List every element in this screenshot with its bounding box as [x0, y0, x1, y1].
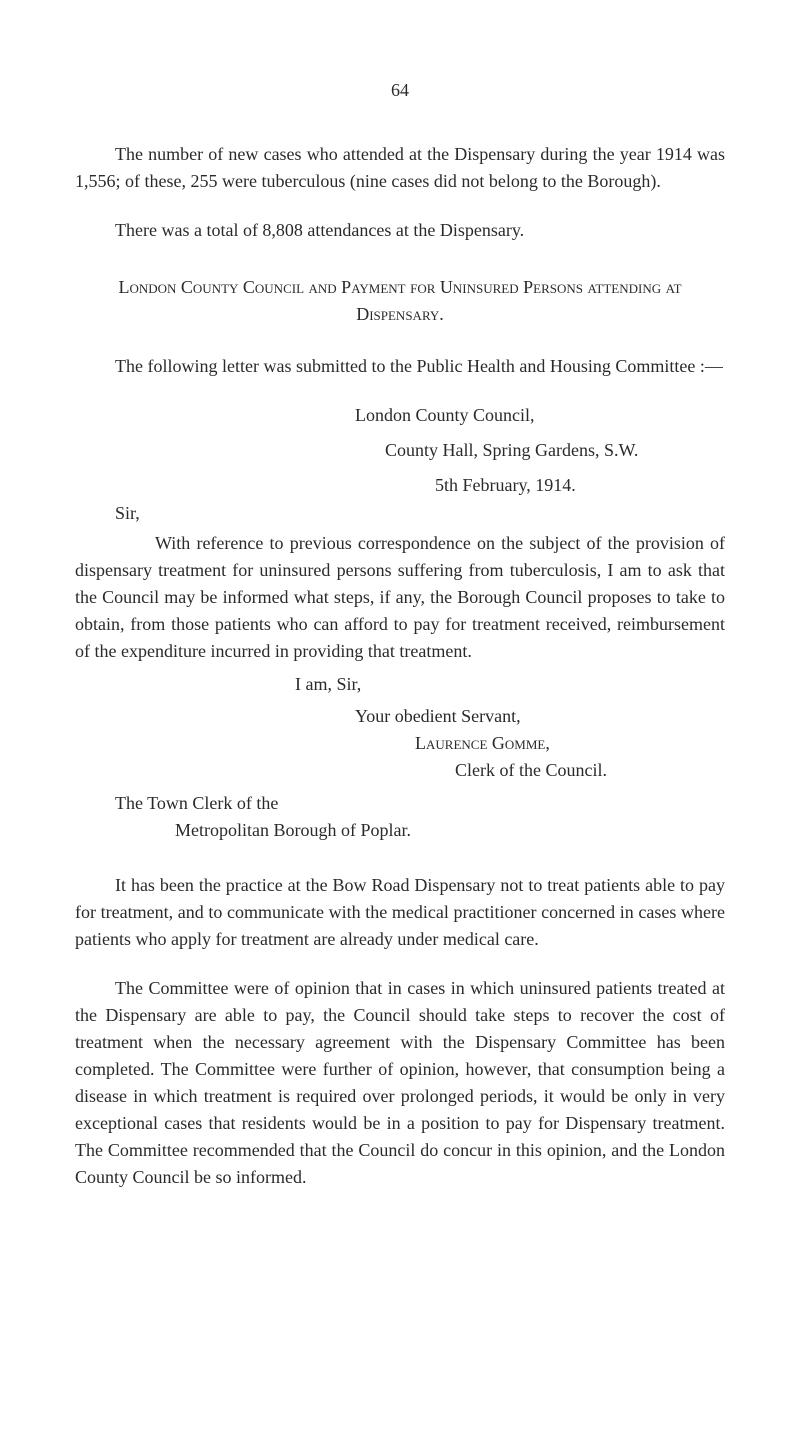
letter-closing-name: Laurence Gomme,	[415, 730, 725, 757]
paragraph-3: The following letter was submitted to th…	[75, 353, 725, 380]
letter-salutation: Sir,	[115, 503, 725, 524]
letter-recipient: The Town Clerk of the Metropolitan Borou…	[75, 790, 725, 844]
paragraph-4: It has been the practice at the Bow Road…	[75, 872, 725, 953]
recipient-line2: Metropolitan Borough of Poplar.	[175, 817, 725, 844]
paragraph-5: The Committee were of opinion that in ca…	[75, 975, 725, 1191]
recipient-line1: The Town Clerk of the	[115, 790, 725, 817]
letter-address-line2: County Hall, Spring Gardens, S.W.	[385, 437, 725, 464]
letter-address-line1: London County Council,	[355, 402, 725, 429]
letter-closing-iam: I am, Sir,	[295, 671, 725, 698]
section-heading: London County Council and Payment for Un…	[75, 274, 725, 328]
paragraph-2: There was a total of 8,808 attendances a…	[75, 217, 725, 244]
page-number: 64	[75, 80, 725, 101]
letter-address-line3: 5th February, 1914.	[435, 472, 725, 499]
letter-closing-your: Your obedient Servant,	[355, 703, 725, 730]
letter-closing-title: Clerk of the Council.	[455, 757, 725, 784]
letter-body: With reference to previous correspondenc…	[75, 530, 725, 665]
paragraph-1: The number of new cases who attended at …	[75, 141, 725, 195]
